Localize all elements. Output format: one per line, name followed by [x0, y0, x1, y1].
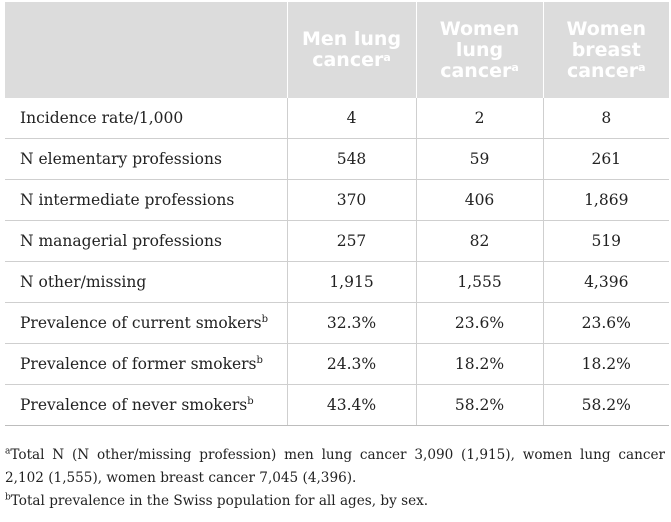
cell-value: 18.2% [542, 343, 669, 385]
header-footnote-mark: a [511, 61, 519, 75]
row-label-text: N intermediate professions [20, 191, 235, 209]
cell-value: 24.3% [286, 343, 416, 385]
cell-value: 1,555 [415, 261, 543, 303]
footnote-text: Total N (N other/missing profession) men… [5, 447, 665, 486]
data-table-container: Men lung cancera Women lung cancera Wome… [5, 2, 669, 426]
cell-value: 4,396 [542, 261, 669, 303]
row-label-text: Prevalence of former smokers [20, 355, 257, 373]
row-label-text: Incidence rate/1,000 [20, 109, 184, 127]
cell-value: 32.3% [286, 302, 416, 344]
row-footnote-mark: b [256, 354, 263, 366]
header-text: Women lung cancer [439, 17, 520, 82]
table-row: N intermediate professions 370 406 1,869 [5, 179, 669, 221]
table-header: Men lung cancera Women lung cancera Wome… [5, 2, 669, 98]
cell-value: 257 [286, 220, 416, 262]
cell-value: 58.2% [415, 384, 543, 426]
cell-value: 4 [286, 98, 416, 139]
cell-value: 18.2% [415, 343, 543, 385]
header-cell-women-lung-cancer: Women lung cancera [415, 2, 544, 98]
row-label: Prevalence of former smokersb [5, 343, 287, 385]
header-footnote-mark: a [638, 61, 646, 75]
cell-value: 82 [415, 220, 543, 262]
row-label: Prevalence of never smokersb [5, 384, 287, 426]
cell-value: 406 [415, 179, 543, 221]
cell-value: 261 [542, 138, 669, 180]
row-label: N managerial professions [5, 220, 287, 262]
cell-value: 58.2% [542, 384, 669, 426]
footnote-text: Total prevalence in the Swiss population… [10, 493, 429, 509]
cell-value: 23.6% [415, 302, 543, 344]
data-table: Men lung cancera Women lung cancera Wome… [5, 2, 669, 426]
header-text: Men lung cancer [301, 28, 402, 71]
table-footnotes: aTotal N (N other/missing profession) me… [5, 444, 665, 513]
cell-value: 8 [542, 98, 669, 139]
table-row: N managerial professions 257 82 519 [5, 220, 669, 262]
header-footnote-mark: a [383, 50, 391, 64]
row-label-text: N other/missing [20, 273, 147, 291]
table-row: N other/missing 1,915 1,555 4,396 [5, 261, 669, 303]
cell-value: 370 [286, 179, 416, 221]
row-label: N intermediate professions [5, 179, 287, 221]
table-row: Prevalence of former smokersb 24.3% 18.2… [5, 343, 669, 385]
cell-value: 2 [415, 98, 543, 139]
cell-value: 23.6% [542, 302, 669, 344]
header-cell-empty [5, 2, 288, 98]
row-label-text: Prevalence of never smokers [20, 396, 248, 414]
footnote-a: aTotal N (N other/missing profession) me… [5, 444, 665, 490]
footnote-b: bTotal prevalence in the Swiss populatio… [5, 490, 665, 513]
header-cell-women-breast-cancer: Women breast cancera [542, 2, 669, 98]
cell-value: 548 [286, 138, 416, 180]
row-label: Prevalence of current smokersb [5, 302, 287, 344]
row-footnote-mark: b [247, 395, 254, 407]
cell-value: 59 [415, 138, 543, 180]
row-label: Incidence rate/1,000 [5, 98, 287, 139]
row-label-text: Prevalence of current smokers [20, 314, 262, 332]
table-row: Incidence rate/1,000 4 2 8 [5, 98, 669, 139]
table-row: Prevalence of current smokersb 32.3% 23.… [5, 302, 669, 344]
table-row: N elementary professions 548 59 261 [5, 138, 669, 180]
row-label-text: N elementary professions [20, 150, 222, 168]
footnote-mark: a [5, 446, 11, 457]
cell-value: 1,915 [286, 261, 416, 303]
table-row: Prevalence of never smokersb 43.4% 58.2%… [5, 384, 669, 426]
footnote-mark: b [5, 492, 11, 503]
row-label: N elementary professions [5, 138, 287, 180]
row-footnote-mark: b [261, 313, 269, 325]
row-label-text: N managerial professions [20, 232, 222, 250]
table-body: Incidence rate/1,000 4 2 8 N elementary … [5, 98, 669, 426]
cell-value: 43.4% [286, 384, 416, 426]
header-row: Men lung cancera Women lung cancera Wome… [5, 2, 669, 98]
header-cell-men-lung-cancer: Men lung cancera [286, 2, 417, 98]
header-text: Women breast cancer [566, 17, 647, 82]
cell-value: 1,869 [542, 179, 669, 221]
row-label: N other/missing [5, 261, 287, 303]
cell-value: 519 [542, 220, 669, 262]
